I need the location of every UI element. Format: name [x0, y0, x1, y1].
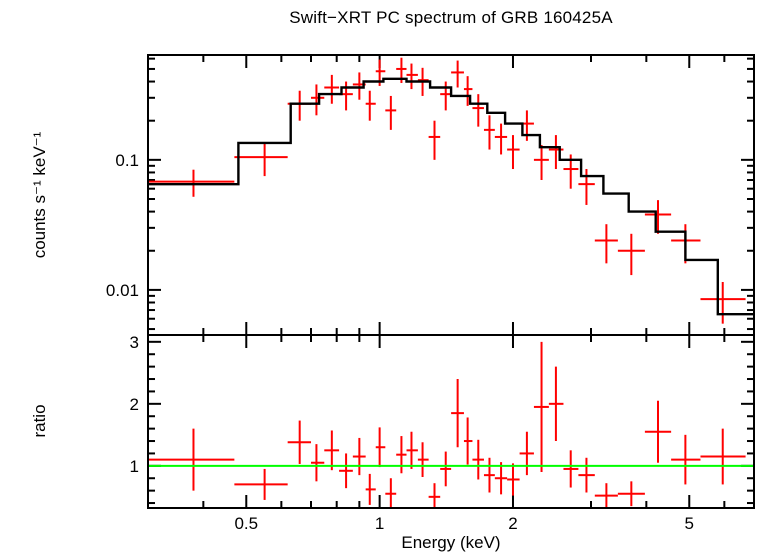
svg-text:0.01: 0.01	[106, 281, 139, 300]
spectrum-panel: 0.1 0.01	[106, 54, 755, 336]
ratio-panel: 1 2 3	[130, 333, 755, 509]
svg-text:5: 5	[685, 514, 694, 533]
svg-text:2: 2	[508, 514, 517, 533]
ratio-frame	[147, 334, 755, 509]
observed-spectrum	[149, 57, 746, 324]
chart-title: Swift−XRT PC spectrum of GRB 160425A	[289, 8, 613, 27]
spectrum-axis-ticks	[148, 55, 754, 335]
svg-text:0.5: 0.5	[234, 514, 258, 533]
svg-text:1: 1	[130, 457, 139, 476]
ratio-axis-ticks	[148, 335, 754, 508]
svg-text:1: 1	[375, 514, 384, 533]
model-step-line	[149, 77, 753, 316]
spectrum-ytick-labels: 0.1 0.01	[106, 151, 139, 300]
x-tick-labels: 0.5 1 2 5	[234, 514, 694, 533]
svg-text:0.1: 0.1	[115, 151, 139, 170]
svg-text:3: 3	[130, 333, 139, 352]
data-to-model-ratio	[149, 341, 746, 507]
svg-text:2: 2	[130, 395, 139, 414]
ratio-ytick-labels: 1 2 3	[130, 333, 139, 476]
x-axis-label: Energy (keV)	[401, 533, 501, 552]
